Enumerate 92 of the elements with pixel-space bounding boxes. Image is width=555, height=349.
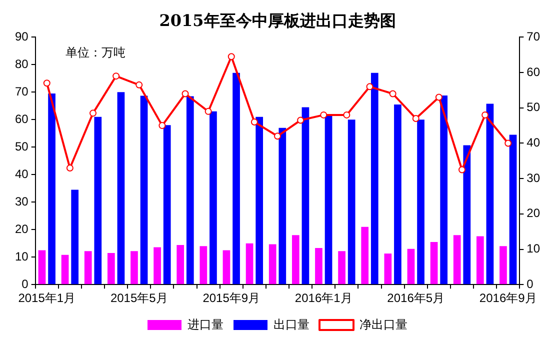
bar [476, 236, 484, 284]
bar [176, 245, 184, 284]
bar [163, 125, 171, 284]
legend-label: 净出口量 [360, 317, 408, 332]
bar [463, 145, 471, 284]
bar [361, 226, 369, 284]
point [366, 83, 374, 90]
bar [38, 250, 46, 284]
bar [94, 116, 102, 284]
x-tick-label: 2015年9月 [202, 291, 260, 306]
point [112, 72, 120, 80]
bar [186, 96, 194, 284]
bar [370, 72, 378, 284]
bar [140, 96, 148, 284]
bar [509, 134, 517, 284]
bar [222, 250, 230, 284]
x-tick-label: 2015年1月 [18, 291, 76, 306]
bar [430, 242, 438, 284]
y-tick-label: 50 [14, 139, 29, 154]
point [504, 140, 512, 147]
bar [417, 120, 424, 284]
point [250, 118, 258, 126]
bar [107, 252, 115, 284]
y-tick-label: 10 [14, 249, 29, 264]
x-tick-label: 2016年5月 [387, 291, 445, 306]
x-tick-label: 2016年9月 [479, 291, 537, 306]
point [182, 90, 189, 98]
bar [154, 247, 161, 284]
y-tick-label: 70 [14, 84, 29, 98]
point [482, 111, 489, 118]
bar [268, 244, 276, 284]
bar [200, 246, 208, 284]
bar [117, 92, 125, 284]
y2-tick-label: 0 [526, 276, 534, 291]
y2-tick-label: 50 [526, 100, 540, 114]
point [90, 110, 97, 117]
point [274, 132, 281, 140]
bar [500, 246, 507, 284]
bar [256, 116, 264, 284]
point [458, 166, 466, 174]
bar [453, 235, 461, 284]
bar [394, 104, 402, 284]
y2-tick-label: 30 [526, 170, 540, 185]
y-tick-label: 40 [14, 166, 29, 181]
point [204, 108, 212, 115]
annotation: 单位：万吨 [65, 46, 126, 60]
bar [130, 251, 138, 284]
bar [338, 251, 346, 284]
y-tick-label: 60 [14, 112, 29, 126]
bar [384, 254, 392, 284]
y-tick-label: 20 [14, 222, 29, 236]
point [158, 122, 166, 130]
bar [71, 190, 79, 284]
bar [440, 95, 448, 284]
point [435, 94, 442, 101]
bar [407, 248, 415, 284]
y2-tick-label: 40 [526, 136, 540, 150]
bar [315, 248, 322, 284]
bar [84, 251, 92, 284]
point [136, 81, 143, 88]
point [43, 80, 50, 87]
y-tick-label: 30 [14, 194, 29, 208]
bar [61, 254, 69, 284]
bar [486, 104, 494, 284]
point [389, 90, 396, 98]
point [412, 114, 420, 122]
y2-tick-label: 20 [526, 206, 540, 220]
y-tick-label: 90 [14, 30, 29, 44]
x-tick-label: 2015年5月 [110, 291, 168, 306]
chart-title: 2015年至今中厚板进出口走势图 [159, 10, 396, 30]
bar [348, 120, 356, 284]
bar [278, 128, 286, 284]
legend-label: 出口量 [274, 317, 310, 332]
y-tick-label: 80 [14, 57, 29, 71]
bar [302, 107, 310, 284]
bar [246, 243, 254, 284]
point [343, 111, 350, 118]
x-tick-label: 2016年1月 [294, 291, 352, 306]
bar [210, 111, 217, 284]
y2-tick-label: 70 [526, 30, 540, 44]
point [320, 111, 328, 118]
point [66, 164, 74, 172]
point [228, 53, 235, 60]
point [297, 116, 304, 124]
bar [324, 116, 332, 284]
bar [48, 94, 56, 284]
y2-tick-label: 60 [526, 64, 540, 79]
y2-tick-label: 10 [526, 242, 540, 256]
y-tick-label: 0 [22, 276, 29, 291]
bar [232, 72, 240, 284]
bar [292, 235, 300, 284]
legend-label: 进口量 [188, 317, 224, 332]
